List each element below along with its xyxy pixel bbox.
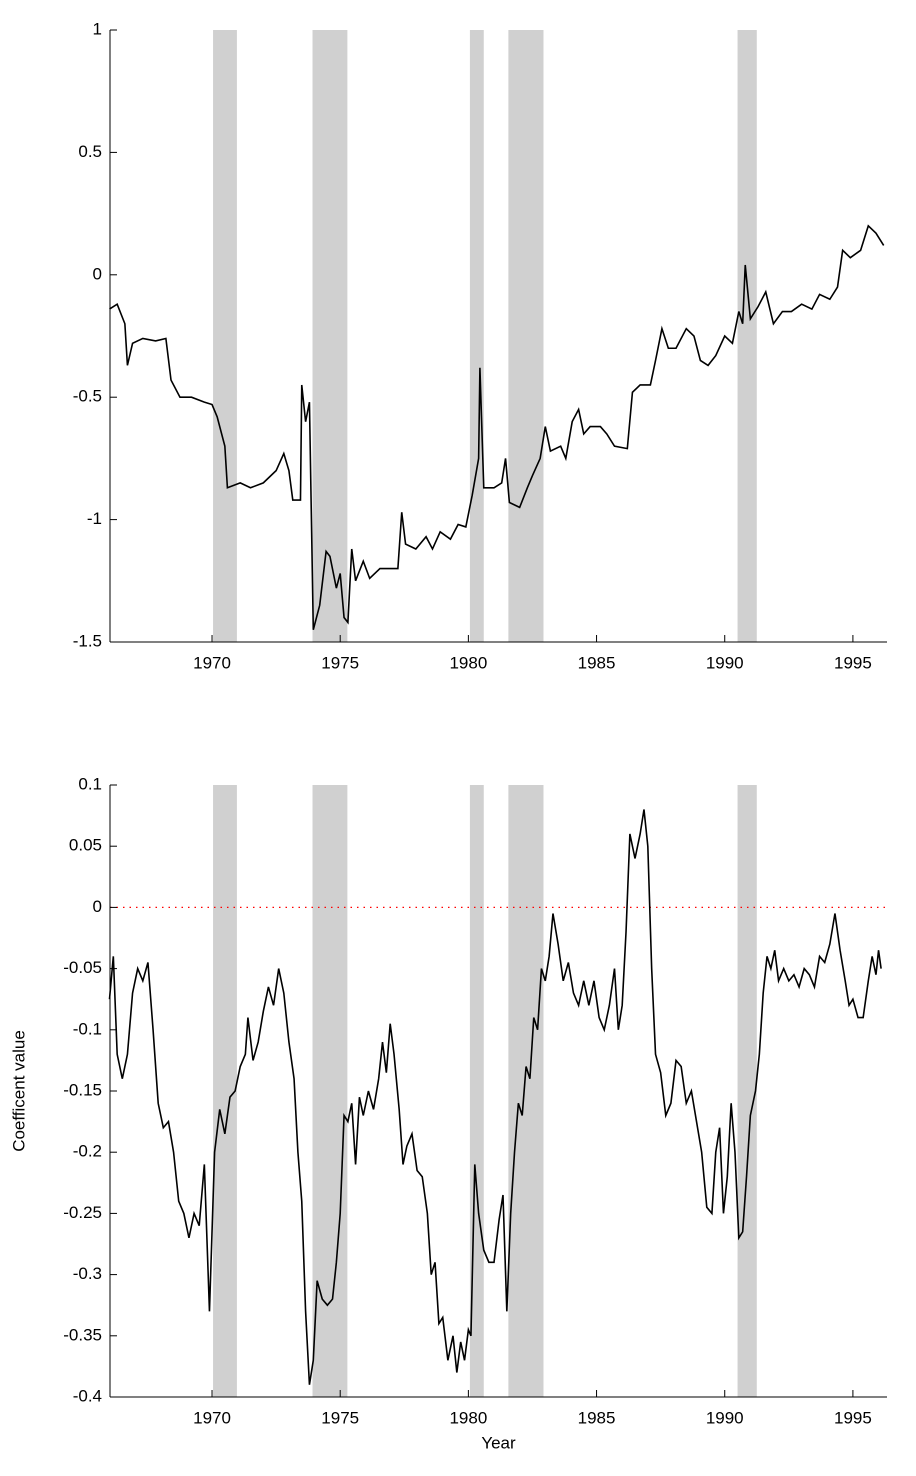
recession-band bbox=[508, 785, 544, 1397]
x-tick-label: 1985 bbox=[578, 1408, 616, 1427]
recession-band bbox=[737, 785, 757, 1397]
x-tick-label: 1970 bbox=[193, 653, 231, 672]
recession-band bbox=[469, 30, 484, 642]
recession-band bbox=[737, 30, 757, 642]
recession-band bbox=[213, 785, 237, 1397]
x-tick-label: 1980 bbox=[449, 1408, 487, 1427]
y-tick-label: -0.25 bbox=[63, 1203, 102, 1222]
data-line bbox=[109, 224, 885, 630]
y-tick-label: -0.1 bbox=[73, 1019, 102, 1038]
y-tick-label: 0.1 bbox=[78, 774, 102, 793]
recession-band bbox=[508, 30, 544, 642]
x-axis-label: Year bbox=[481, 1433, 516, 1452]
y-tick-label: -0.3 bbox=[73, 1264, 102, 1283]
y-tick-label: 0 bbox=[93, 897, 102, 916]
y-tick-label: 0.05 bbox=[69, 836, 102, 855]
y-tick-label: -0.2 bbox=[73, 1142, 102, 1161]
x-tick-label: 1975 bbox=[321, 653, 359, 672]
x-tick-label: 1990 bbox=[706, 1408, 744, 1427]
recession-band bbox=[312, 30, 348, 642]
recession-band bbox=[213, 30, 237, 642]
y-tick-label: -1.5 bbox=[73, 631, 102, 650]
data-line bbox=[108, 809, 882, 1385]
y-tick-label: -0.05 bbox=[63, 958, 102, 977]
y-tick-label: 1 bbox=[93, 19, 102, 38]
x-tick-label: 1980 bbox=[449, 653, 487, 672]
y-tick-label: 0.5 bbox=[78, 142, 102, 161]
x-tick-label: 1990 bbox=[706, 653, 744, 672]
x-tick-label: 1975 bbox=[321, 1408, 359, 1427]
x-tick-label: 1995 bbox=[834, 1408, 872, 1427]
y-tick-label: -1 bbox=[87, 509, 102, 528]
x-tick-label: 1985 bbox=[578, 653, 616, 672]
x-tick-label: 1970 bbox=[193, 1408, 231, 1427]
y-tick-label: -0.5 bbox=[73, 387, 102, 406]
y-axis-label: Coefficent value bbox=[9, 1030, 28, 1152]
y-tick-label: -0.35 bbox=[63, 1325, 102, 1344]
y-tick-label: -0.15 bbox=[63, 1080, 102, 1099]
recession-band bbox=[312, 785, 348, 1397]
x-tick-label: 1995 bbox=[834, 653, 872, 672]
y-tick-label: -0.4 bbox=[73, 1386, 102, 1405]
y-tick-label: 0 bbox=[93, 264, 102, 283]
